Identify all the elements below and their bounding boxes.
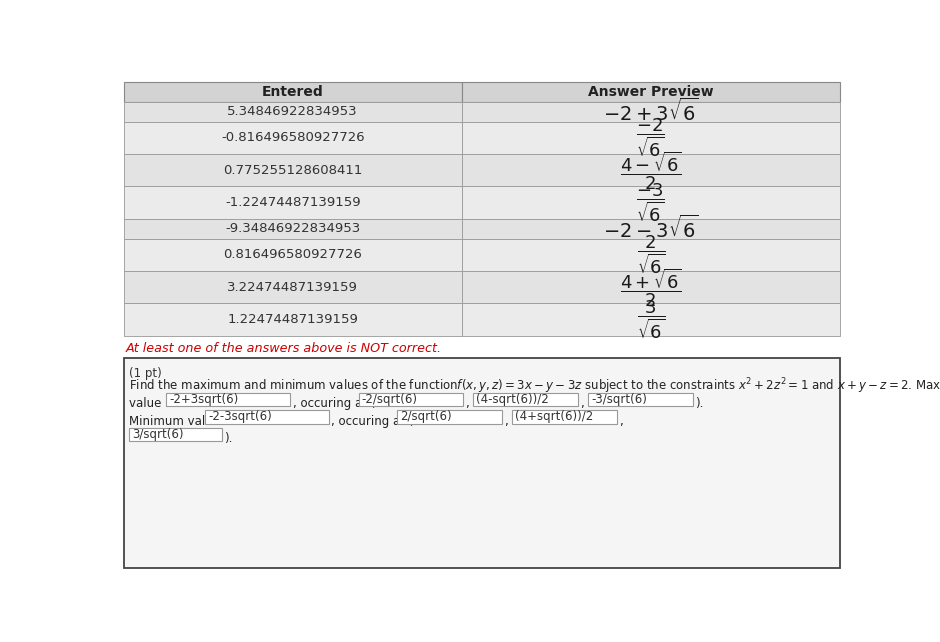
Text: $\dfrac{-2}{\sqrt{6}}$: $\dfrac{-2}{\sqrt{6}}$ [636,116,665,159]
Bar [462,101,839,122]
Bar [124,304,462,336]
Bar [462,219,839,239]
Bar [462,271,839,304]
Bar [124,154,462,186]
Bar [124,82,462,101]
Bar [462,122,839,154]
Text: ,: , [580,397,584,410]
Bar [205,410,329,424]
Text: ).: ). [695,397,703,410]
Text: 3/sqrt(6): 3/sqrt(6) [133,428,183,441]
Text: (4-sqrt(6))/2: (4-sqrt(6))/2 [477,393,549,406]
Bar [358,393,463,406]
Bar [398,410,502,424]
Text: Find the maximum and minimum values of the function$f(x,y,z) = 3x-y-3z$ subject : Find the maximum and minimum values of t… [129,376,940,395]
Bar [512,410,617,424]
Bar [588,393,693,406]
Bar [129,428,222,441]
Text: , occuring at (: , occuring at ( [332,415,414,428]
Text: Answer Preview: Answer Preview [588,85,713,99]
Bar [462,186,839,219]
Bar [124,122,462,154]
Bar [462,82,839,101]
Text: Minimum value is: Minimum value is [129,415,237,428]
Bar [124,219,462,239]
Text: $\dfrac{2}{\sqrt{6}}$: $\dfrac{2}{\sqrt{6}}$ [636,234,665,276]
Text: , occuring at (: , occuring at ( [292,397,375,410]
Text: -3/sqrt(6): -3/sqrt(6) [591,393,647,406]
Text: -1.22474487139159: -1.22474487139159 [225,196,361,209]
Bar [124,271,462,304]
Bar [124,358,839,568]
Text: $-2+3\sqrt{6}$: $-2+3\sqrt{6}$ [603,98,698,125]
Bar [124,239,462,271]
Text: -0.816496580927726: -0.816496580927726 [221,132,365,144]
Text: ,: , [504,415,508,428]
Text: (4+sqrt(6))/2: (4+sqrt(6))/2 [515,410,593,424]
Text: -9.34846922834953: -9.34846922834953 [225,222,360,235]
Text: 1.22474487139159: 1.22474487139159 [227,313,358,326]
Text: $\dfrac{3}{\sqrt{6}}$: $\dfrac{3}{\sqrt{6}}$ [636,298,665,341]
Text: $-2-3\sqrt{6}$: $-2-3\sqrt{6}$ [603,215,698,243]
Text: -2/sqrt(6): -2/sqrt(6) [362,393,417,406]
Text: value is: value is [129,397,179,410]
Text: ,: , [619,415,622,428]
Text: ,: , [465,397,469,410]
Text: Entered: Entered [262,85,323,99]
Bar [462,239,839,271]
Text: $\dfrac{4-\sqrt{6}}{2}$: $\dfrac{4-\sqrt{6}}{2}$ [619,149,682,191]
Text: 0.816496580927726: 0.816496580927726 [224,248,362,261]
Text: 0.775255128608411: 0.775255128608411 [223,164,363,177]
Bar [462,154,839,186]
Bar [473,393,578,406]
Text: -2+3sqrt(6): -2+3sqrt(6) [169,393,239,406]
Text: ).: ). [225,433,233,446]
Bar [124,101,462,122]
Text: $\dfrac{4+\sqrt{6}}{2}$: $\dfrac{4+\sqrt{6}}{2}$ [619,266,682,309]
Text: $\dfrac{-3}{\sqrt{6}}$: $\dfrac{-3}{\sqrt{6}}$ [636,181,665,224]
Text: 3.22474487139159: 3.22474487139159 [227,281,358,294]
Text: -2-3sqrt(6): -2-3sqrt(6) [208,410,272,424]
Bar [462,304,839,336]
Text: (1 pt): (1 pt) [129,367,162,380]
Text: At least one of the answers above is NOT correct.: At least one of the answers above is NOT… [125,342,441,356]
Text: 2/sqrt(6): 2/sqrt(6) [400,410,452,424]
Bar [124,186,462,219]
Bar [166,393,290,406]
Text: 5.34846922834953: 5.34846922834953 [227,105,358,118]
